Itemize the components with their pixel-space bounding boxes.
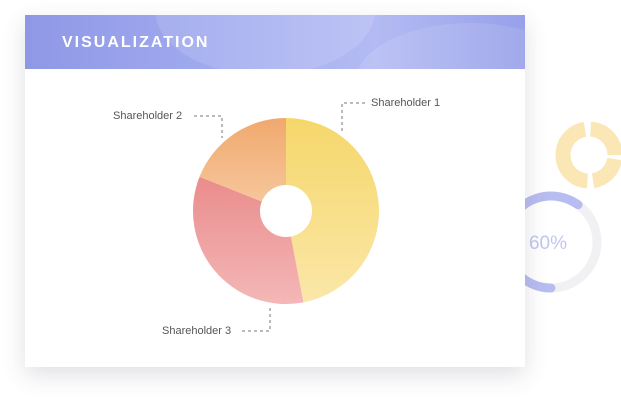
slice-shareholder-2 <box>199 118 286 211</box>
leader-line-shareholder-3 <box>242 306 271 332</box>
progress-ring-label: 60% <box>529 233 567 254</box>
card-header: VISUALIZATION <box>25 15 525 69</box>
legend-label-shareholder-3: Shareholder 3 <box>162 325 232 337</box>
slice-shareholder-1 <box>286 118 380 303</box>
mini-donut-icon <box>555 121 621 189</box>
page-title: VISUALIZATION <box>62 34 210 51</box>
leader-line-shareholder-1 <box>341 102 366 131</box>
leader-line-shareholder-2 <box>194 115 223 138</box>
legend-label-shareholder-2: Shareholder 2 <box>113 110 183 122</box>
legend-label-shareholder-1: Shareholder 1 <box>371 97 441 109</box>
